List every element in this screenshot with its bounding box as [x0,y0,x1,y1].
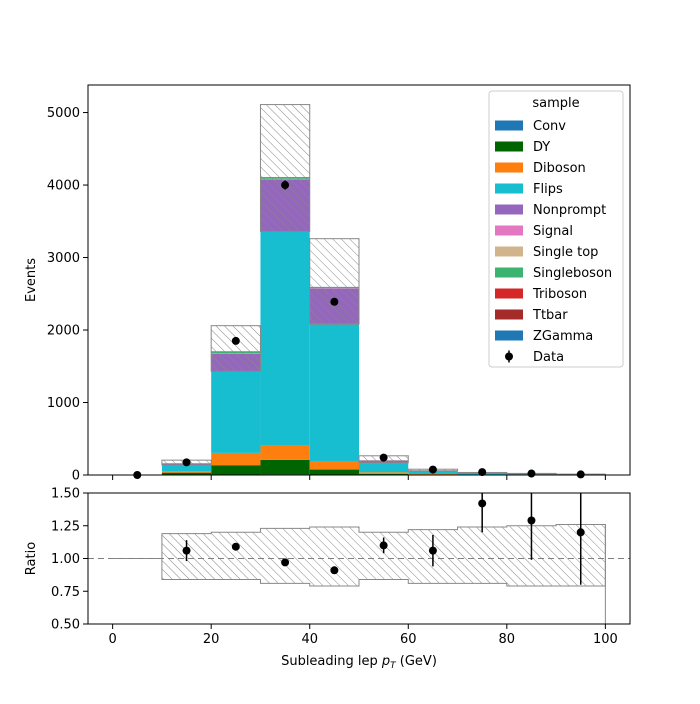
legend-swatch [495,121,523,131]
bar [310,324,359,462]
y-tick-label: 1000 [47,396,80,411]
y-axis-title: Events [24,258,39,302]
data-point [330,298,338,306]
x-tick-label: 20 [203,632,220,647]
x-tick-label: 80 [499,632,516,647]
legend-label: ZGamma [533,329,593,344]
legend-label: Single top [533,245,598,260]
data-point [577,470,585,478]
bar [408,474,457,475]
uncertainty-bin [260,105,309,232]
legend-label: Diboson [533,161,586,176]
data-point [281,181,289,189]
bar [260,460,309,474]
legend-swatch [495,163,523,173]
y-tick-label: 4000 [47,179,80,194]
data-point [429,466,437,474]
ratio-point [478,499,486,507]
legend-swatch [495,268,523,278]
ratio-y-tick-label: 1.50 [51,487,80,502]
legend-label: Flips [533,182,563,197]
ratio-point [183,547,191,555]
x-tick-label: 40 [301,632,318,647]
bar [260,232,309,446]
bar [359,464,408,473]
ratio-point [330,566,338,574]
ratio-point [577,528,585,536]
ratio-y-tick-label: 0.50 [51,618,80,633]
ratio-point [281,558,289,566]
legend-label: Nonprompt [533,203,606,218]
legend-label: Ttbar [532,308,568,323]
bar [260,445,309,459]
legend-swatch [495,226,523,236]
legend-data-marker [505,353,513,361]
legend-label: Singleboson [533,266,612,281]
legend-swatch [495,310,523,320]
data-point [232,337,240,345]
data-point [527,470,535,478]
uncertainty-bin [310,239,359,325]
y-tick-label: 3000 [47,251,80,266]
y-tick-label: 2000 [47,324,80,339]
data-point [380,454,388,462]
legend: sample Conv DY Diboson Flips Nonprompt Signal S… [489,91,623,367]
data-point [183,458,191,466]
x-tick-label: 0 [108,632,116,647]
bar [310,470,359,475]
ratio-point [380,541,388,549]
bar [359,472,408,473]
ratio-point [429,547,437,555]
legend-swatch [495,184,523,194]
bar [211,453,260,465]
legend-title: sample [532,96,579,111]
legend-label: Signal [533,224,573,239]
bar [162,471,211,472]
legend-swatch [495,205,523,215]
legend-swatch [495,142,523,152]
legend-label: Conv [533,119,566,134]
legend-label: Data [533,350,564,365]
ratio-point [232,543,240,551]
legend-label: DY [533,140,550,155]
ratio-y-tick-label: 1.00 [51,552,80,567]
legend-swatch [495,247,523,257]
ratio-y-axis-title: Ratio [24,542,39,575]
ratio-panel: 0.50 0.75 1.00 1.25 1.50 0 20 40 60 80 100 Ratio Sub… [24,475,630,671]
bar [211,465,260,474]
x-tick-label: 100 [593,632,618,647]
ratio-point [527,517,535,525]
bar [211,371,260,453]
uncertainty-bin [211,326,260,372]
legend-swatch [495,289,523,299]
legend-swatch [495,331,523,341]
ratio-y-tick-label: 1.25 [51,519,80,534]
x-tick-label: 60 [400,632,417,647]
bar [310,462,359,470]
y-tick-label: 5000 [47,106,80,121]
legend-label: Triboson [532,287,587,302]
y-tick-label: 0 [72,469,80,484]
x-axis-title: Subleading lep pT (GeV) [281,654,437,671]
ratio-y-tick-label: 0.75 [51,585,80,600]
